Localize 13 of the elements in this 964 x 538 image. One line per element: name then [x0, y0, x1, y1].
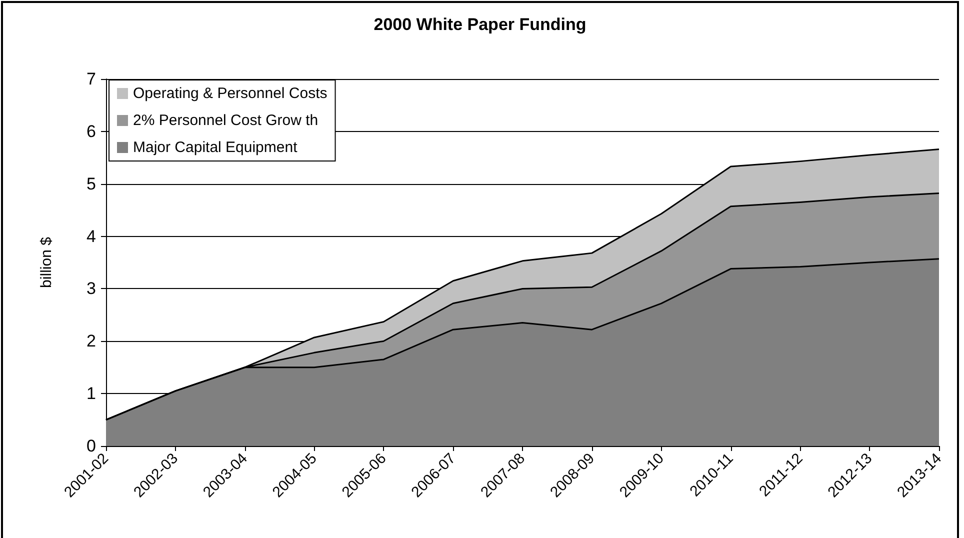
y-tick-label: 0 [86, 436, 96, 456]
chart-title: 2000 White Paper Funding [374, 15, 586, 34]
legend-label: Operating & Personnel Costs [133, 85, 328, 102]
legend-label: 2% Personnel Cost Grow th [133, 112, 318, 129]
y-axis-title: billion $ [38, 236, 55, 288]
legend-label: Major Capital Equipment [133, 139, 298, 156]
y-tick-label: 7 [86, 70, 96, 88]
y-tick-label: 5 [86, 174, 96, 194]
y-tick-label: 4 [86, 226, 96, 246]
y-tick-label: 2 [86, 332, 96, 351]
y-tick-label: 1 [86, 384, 96, 404]
y-tick-label: 6 [86, 122, 96, 141]
y-tick-label: 3 [86, 279, 96, 298]
